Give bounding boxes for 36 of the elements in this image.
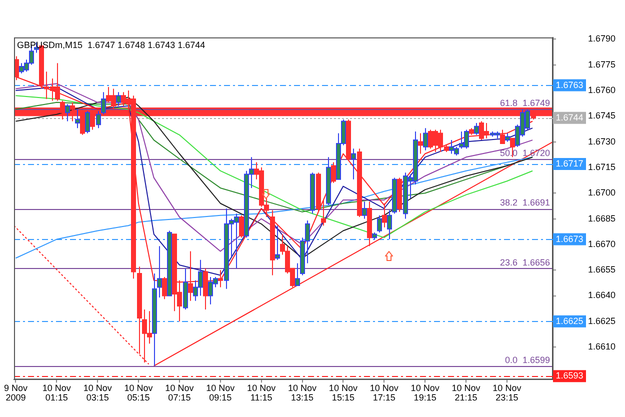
ref-line-label: 1.6717 — [556, 158, 584, 168]
y-tick-label: 1.6610 — [588, 342, 616, 352]
x-tick-label: 9 Nov 2009 — [4, 382, 28, 402]
x-tick-label: 10 Nov 05:15 — [124, 382, 154, 402]
y-tick-label: 1.6715 — [588, 162, 616, 172]
x-tick-label: 10 Nov 13:15 — [288, 382, 318, 402]
y-tick-label: 1.6625 — [588, 316, 616, 326]
x-tick-label: 10 Nov 17:15 — [370, 382, 399, 402]
x-tick-label: 10 Nov 09:15 — [206, 382, 236, 402]
ref-line-label: 61.8 1.6749 — [500, 98, 550, 108]
ref-line-label: 38.2 1.6691 — [500, 197, 550, 208]
x-tick-label: 10 Nov 19:15 — [410, 382, 440, 402]
ref-line-label: 1.6593 — [556, 370, 584, 381]
x-tick-label: 10 Nov 03:15 — [83, 382, 112, 402]
y-tick-label: 1.6745 — [588, 110, 616, 121]
ref-line-label: 1.6744 — [556, 112, 584, 122]
y-tick-label: 1.6670 — [588, 238, 616, 249]
x-tick-label: 10 Nov 23:15 — [492, 382, 522, 402]
y-tick-label: 1.6700 — [588, 188, 616, 198]
x-tick-label: 10 Nov 21:15 — [452, 382, 481, 402]
x-tick-label: 10 Nov 01:15 — [42, 382, 72, 402]
ref-line-label: 0.0 1.6599 — [504, 354, 550, 365]
y-tick-label: 1.6640 — [588, 290, 616, 300]
ref-line-label: 23.6 1.6656 — [500, 257, 550, 268]
ref-line-label: 1.6625 — [556, 316, 584, 326]
y-tick-label: 1.6775 — [588, 59, 616, 70]
ref-line-label: 1.6673 — [556, 234, 584, 244]
y-tick-label: 1.6730 — [588, 136, 616, 146]
y-tick-label: 1.6790 — [588, 34, 616, 44]
x-tick-label: 10 Nov 15:15 — [328, 382, 358, 402]
x-tick-label: 10 Nov 07:15 — [165, 382, 194, 402]
y-tick-label: 1.6655 — [588, 264, 616, 275]
x-tick-label: 10 Nov 11:15 — [247, 382, 276, 402]
y-tick-label: 1.6685 — [588, 213, 616, 224]
ref-line-label: 1.6763 — [556, 80, 584, 90]
y-tick-label: 1.6760 — [588, 84, 616, 95]
